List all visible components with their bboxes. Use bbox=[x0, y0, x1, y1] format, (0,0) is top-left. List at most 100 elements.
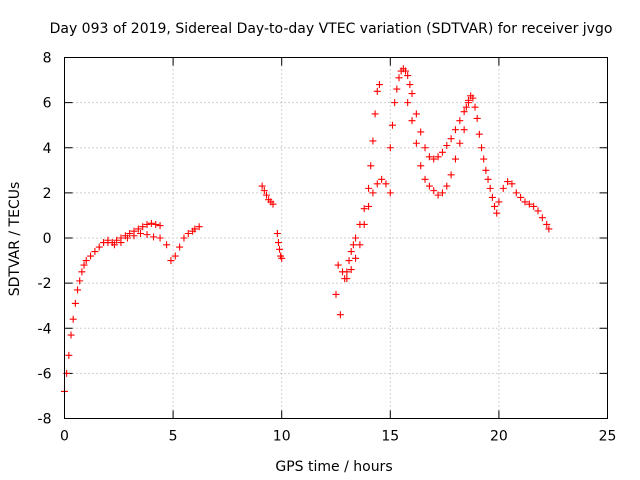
data-point bbox=[278, 254, 286, 262]
data-point bbox=[462, 103, 470, 111]
axis-ticks bbox=[64, 57, 608, 419]
data-point bbox=[430, 187, 438, 195]
data-point bbox=[143, 231, 151, 239]
data-point bbox=[343, 268, 351, 276]
y-tick-label: 0 bbox=[43, 231, 52, 247]
data-point bbox=[80, 261, 88, 269]
data-point bbox=[260, 187, 268, 195]
data-point bbox=[67, 331, 75, 339]
data-point bbox=[156, 222, 164, 230]
data-point bbox=[545, 225, 553, 233]
data-point bbox=[393, 85, 401, 93]
y-tick-label: -2 bbox=[38, 276, 52, 292]
data-point bbox=[530, 202, 538, 210]
data-point bbox=[87, 252, 95, 260]
data-point bbox=[150, 233, 158, 241]
data-point bbox=[406, 81, 414, 89]
data-point bbox=[512, 189, 520, 197]
data-point bbox=[167, 257, 175, 265]
y-tick-labels: -8 -6 -4 -2 0 2 4 6 8 bbox=[38, 51, 52, 428]
data-point bbox=[117, 239, 125, 247]
data-point bbox=[478, 144, 486, 152]
data-markers bbox=[61, 65, 553, 395]
y-tick-label: -6 bbox=[38, 366, 52, 382]
data-point bbox=[171, 252, 179, 260]
data-point bbox=[147, 219, 155, 227]
data-point bbox=[191, 225, 199, 233]
y-axis-title: SDTVAR / TECUs bbox=[7, 182, 23, 297]
data-point bbox=[258, 182, 266, 190]
data-point bbox=[332, 290, 340, 298]
data-point bbox=[491, 202, 499, 210]
x-tick-label: 0 bbox=[60, 429, 69, 445]
x-tick-label: 20 bbox=[490, 429, 508, 445]
data-point bbox=[369, 189, 377, 197]
data-point bbox=[82, 257, 90, 265]
data-point bbox=[438, 189, 446, 197]
x-tick-label: 25 bbox=[599, 429, 617, 445]
y-tick-label: 6 bbox=[43, 96, 52, 112]
data-point bbox=[347, 248, 355, 256]
data-point bbox=[473, 114, 481, 122]
data-point bbox=[375, 81, 383, 89]
x-tick-label: 15 bbox=[381, 429, 399, 445]
data-point bbox=[395, 74, 403, 82]
data-point bbox=[508, 180, 516, 188]
data-point bbox=[378, 175, 386, 183]
chart-title: Day 093 of 2019, Sidereal Day-to-day VTE… bbox=[50, 21, 613, 37]
data-point bbox=[421, 175, 429, 183]
data-point bbox=[152, 220, 160, 228]
data-point bbox=[352, 254, 360, 262]
data-point bbox=[373, 87, 381, 95]
data-point bbox=[113, 236, 121, 244]
data-point bbox=[110, 241, 118, 249]
data-point bbox=[417, 128, 425, 136]
data-point bbox=[480, 155, 488, 163]
data-point bbox=[71, 299, 79, 307]
data-point bbox=[488, 193, 496, 201]
data-point bbox=[334, 261, 342, 269]
data-point bbox=[382, 180, 390, 188]
data-point bbox=[408, 117, 416, 125]
data-point bbox=[134, 225, 142, 233]
data-point bbox=[156, 234, 164, 242]
data-point bbox=[274, 239, 282, 247]
data-point bbox=[367, 162, 375, 170]
data-point bbox=[425, 153, 433, 161]
data-point bbox=[276, 245, 284, 253]
data-point bbox=[388, 121, 396, 129]
data-point bbox=[65, 351, 73, 359]
data-point bbox=[269, 200, 277, 208]
data-point bbox=[456, 139, 464, 147]
data-point bbox=[386, 189, 394, 197]
y-tick-label: 8 bbox=[43, 51, 52, 67]
data-point bbox=[486, 184, 494, 192]
data-point bbox=[404, 72, 412, 80]
data-point bbox=[495, 198, 503, 206]
data-point bbox=[460, 126, 468, 134]
data-point bbox=[143, 220, 151, 228]
data-point bbox=[484, 175, 492, 183]
data-point bbox=[184, 229, 192, 237]
data-point bbox=[360, 205, 368, 213]
data-point bbox=[123, 234, 131, 242]
x-axis-title: GPS time / hours bbox=[275, 459, 392, 475]
data-point bbox=[434, 153, 442, 161]
data-point bbox=[369, 137, 377, 145]
data-point bbox=[69, 315, 77, 323]
data-point bbox=[347, 266, 355, 274]
data-point bbox=[195, 223, 203, 231]
data-point bbox=[365, 184, 373, 192]
data-point bbox=[356, 241, 364, 249]
data-point bbox=[386, 144, 394, 152]
data-point bbox=[373, 180, 381, 188]
data-point bbox=[475, 130, 483, 138]
data-point bbox=[104, 239, 112, 247]
data-point bbox=[391, 99, 399, 107]
x-tick-label: 5 bbox=[169, 429, 178, 445]
data-point bbox=[76, 277, 84, 285]
data-point bbox=[456, 117, 464, 125]
data-point bbox=[130, 232, 138, 240]
data-point bbox=[471, 103, 479, 111]
data-point bbox=[430, 155, 438, 163]
